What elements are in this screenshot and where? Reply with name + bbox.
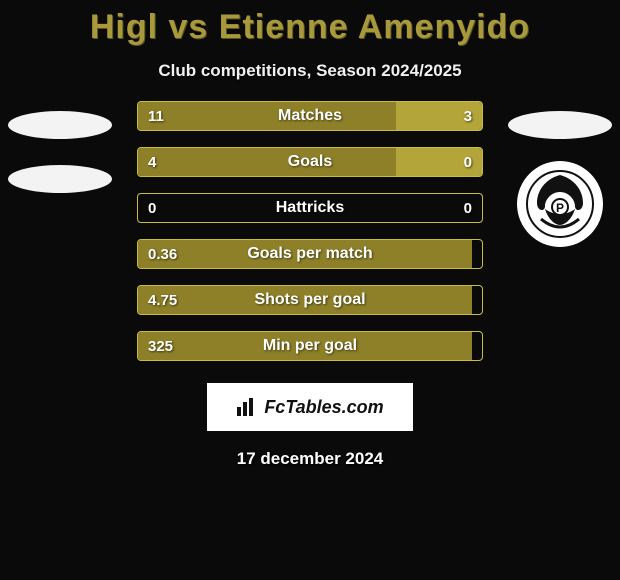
stat-value-right: 0 <box>464 194 472 222</box>
bars-icon <box>236 397 258 417</box>
subtitle: Club competitions, Season 2024/2025 <box>0 61 620 81</box>
bars-container: Matches113 Goals40 Hattricks0 0 Goals per ma… <box>137 101 483 361</box>
bar-left-fill <box>138 240 472 268</box>
stat-row: Matches113 <box>137 101 483 131</box>
stat-row: Min per goal325 <box>137 331 483 361</box>
eagle-badge-icon: P <box>525 169 595 239</box>
left-avatars <box>0 101 120 193</box>
player1-club-placeholder <box>8 165 112 193</box>
bar-right-fill <box>396 148 482 176</box>
bar-left-fill <box>138 332 472 360</box>
logo-text: FcTables.com <box>264 397 383 418</box>
fctables-logo: FcTables.com <box>207 383 413 431</box>
bar-left-fill <box>138 148 396 176</box>
bar-left-fill <box>138 102 396 130</box>
date-line: 17 december 2024 <box>0 449 620 469</box>
right-avatars: P <box>500 101 620 247</box>
comparison-stage: P Matches113 Goals40 Hattricks0 0 Goals per … <box>0 101 620 361</box>
player2-club-badge: P <box>517 161 603 247</box>
stat-row: Goals40 <box>137 147 483 177</box>
stat-row: Shots per goal4.75 <box>137 285 483 315</box>
svg-text:P: P <box>556 201 564 215</box>
stat-row: Goals per match0.36 <box>137 239 483 269</box>
player2-avatar-placeholder <box>508 111 612 139</box>
stat-row: Hattricks0 0 <box>137 193 483 223</box>
bar-left-fill <box>138 286 472 314</box>
bar-right-fill <box>396 102 482 130</box>
player1-avatar-placeholder <box>8 111 112 139</box>
stat-value-left: 0 <box>148 194 156 222</box>
stat-label: Hattricks <box>138 194 482 222</box>
page-title: Higl vs Etienne Amenyido <box>0 0 620 47</box>
